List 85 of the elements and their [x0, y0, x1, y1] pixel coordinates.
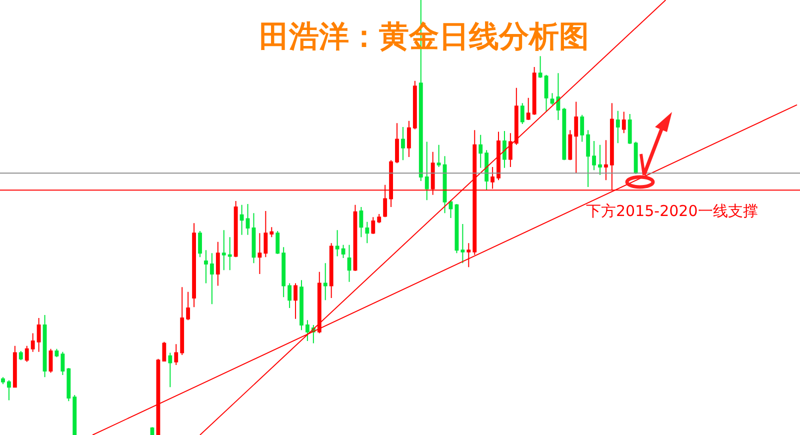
candlestick: [466, 242, 471, 268]
candlestick: [371, 216, 376, 235]
candlestick: [270, 226, 274, 238]
candlestick: [448, 200, 453, 218]
candlestick: [502, 130, 506, 168]
candlestick: [365, 221, 370, 244]
candlestick: [514, 87, 518, 146]
candlestick: [353, 204, 358, 272]
candlestick: [252, 212, 256, 264]
candlestick: [460, 224, 465, 264]
candlestick: [526, 97, 530, 121]
candlestick: [30, 332, 35, 352]
candlestick: [300, 280, 304, 331]
candlestick: [544, 74, 548, 112]
candlestick: [335, 230, 340, 257]
candlestick: [276, 230, 280, 255]
candlestick: [395, 122, 399, 164]
candlestick: [406, 120, 411, 158]
candlestick: [36, 317, 41, 352]
candlestick: [586, 130, 590, 188]
candlestick: [18, 350, 23, 361]
candlestick: [180, 286, 184, 356]
candlestick: [288, 282, 292, 308]
candlestick: [186, 291, 190, 321]
candlestick: [192, 222, 196, 308]
candlestick: [634, 141, 638, 174]
candlestick: [580, 114, 584, 142]
candlestick: [246, 204, 250, 236]
candlestick: [228, 236, 232, 271]
candlestick: [592, 140, 596, 171]
candlestick: [442, 156, 447, 214]
candlestick: [508, 132, 512, 168]
candlestick: [341, 244, 346, 258]
candlestick: [317, 271, 322, 334]
candlestick: [258, 232, 262, 275]
candlestick: [484, 150, 489, 191]
candlestick: [240, 204, 244, 236]
candlestick: [359, 206, 364, 238]
candlestick: [1, 376, 5, 385]
candlestick: [538, 56, 542, 78]
candlestick: [72, 394, 77, 435]
candlestick: [264, 210, 268, 258]
candlestick: [347, 244, 352, 282]
candlestick: [401, 126, 405, 161]
candlestick: [210, 252, 214, 305]
candlestick: [329, 242, 334, 298]
candlestick: [598, 144, 602, 176]
candlestick: [556, 72, 560, 121]
candlestick: [204, 250, 208, 284]
candlestick: [520, 102, 524, 124]
candlestick: [66, 368, 71, 402]
candlestick: [377, 214, 382, 224]
candlestick: [48, 348, 53, 374]
candlestick: [496, 131, 500, 181]
candlestick: [6, 380, 11, 401]
candlestick: [24, 345, 29, 362]
candlestick: [532, 66, 536, 116]
candlestick: [294, 282, 298, 320]
candlestick: [436, 144, 441, 168]
candlestick: [162, 341, 166, 362]
candlestick: [174, 344, 178, 366]
candlestick: [412, 80, 417, 130]
candlestick: [478, 134, 483, 168]
candlestick: [168, 352, 172, 388]
candlestick: [574, 101, 578, 174]
candlestick: [54, 348, 59, 358]
annotation: 下方2015-2020一线支撑: [586, 202, 758, 220]
candlestick: [216, 241, 220, 286]
candlestick: [568, 130, 572, 161]
candlestick: [306, 320, 310, 342]
candlestick: [12, 345, 17, 388]
candlestick: [60, 351, 65, 376]
candlestick: [222, 230, 226, 271]
candlestick: [282, 246, 286, 298]
candlestick: [42, 314, 47, 378]
candlestick: [198, 230, 202, 258]
candlestick: [234, 200, 238, 258]
candlestick: [616, 110, 620, 144]
candlestick: [604, 140, 608, 181]
candlestick: [622, 111, 626, 134]
candlestick: [562, 107, 566, 161]
candlestick: [628, 113, 632, 144]
candlestick: [424, 141, 429, 201]
candlestick: [550, 92, 554, 106]
candlestick: [323, 262, 328, 301]
